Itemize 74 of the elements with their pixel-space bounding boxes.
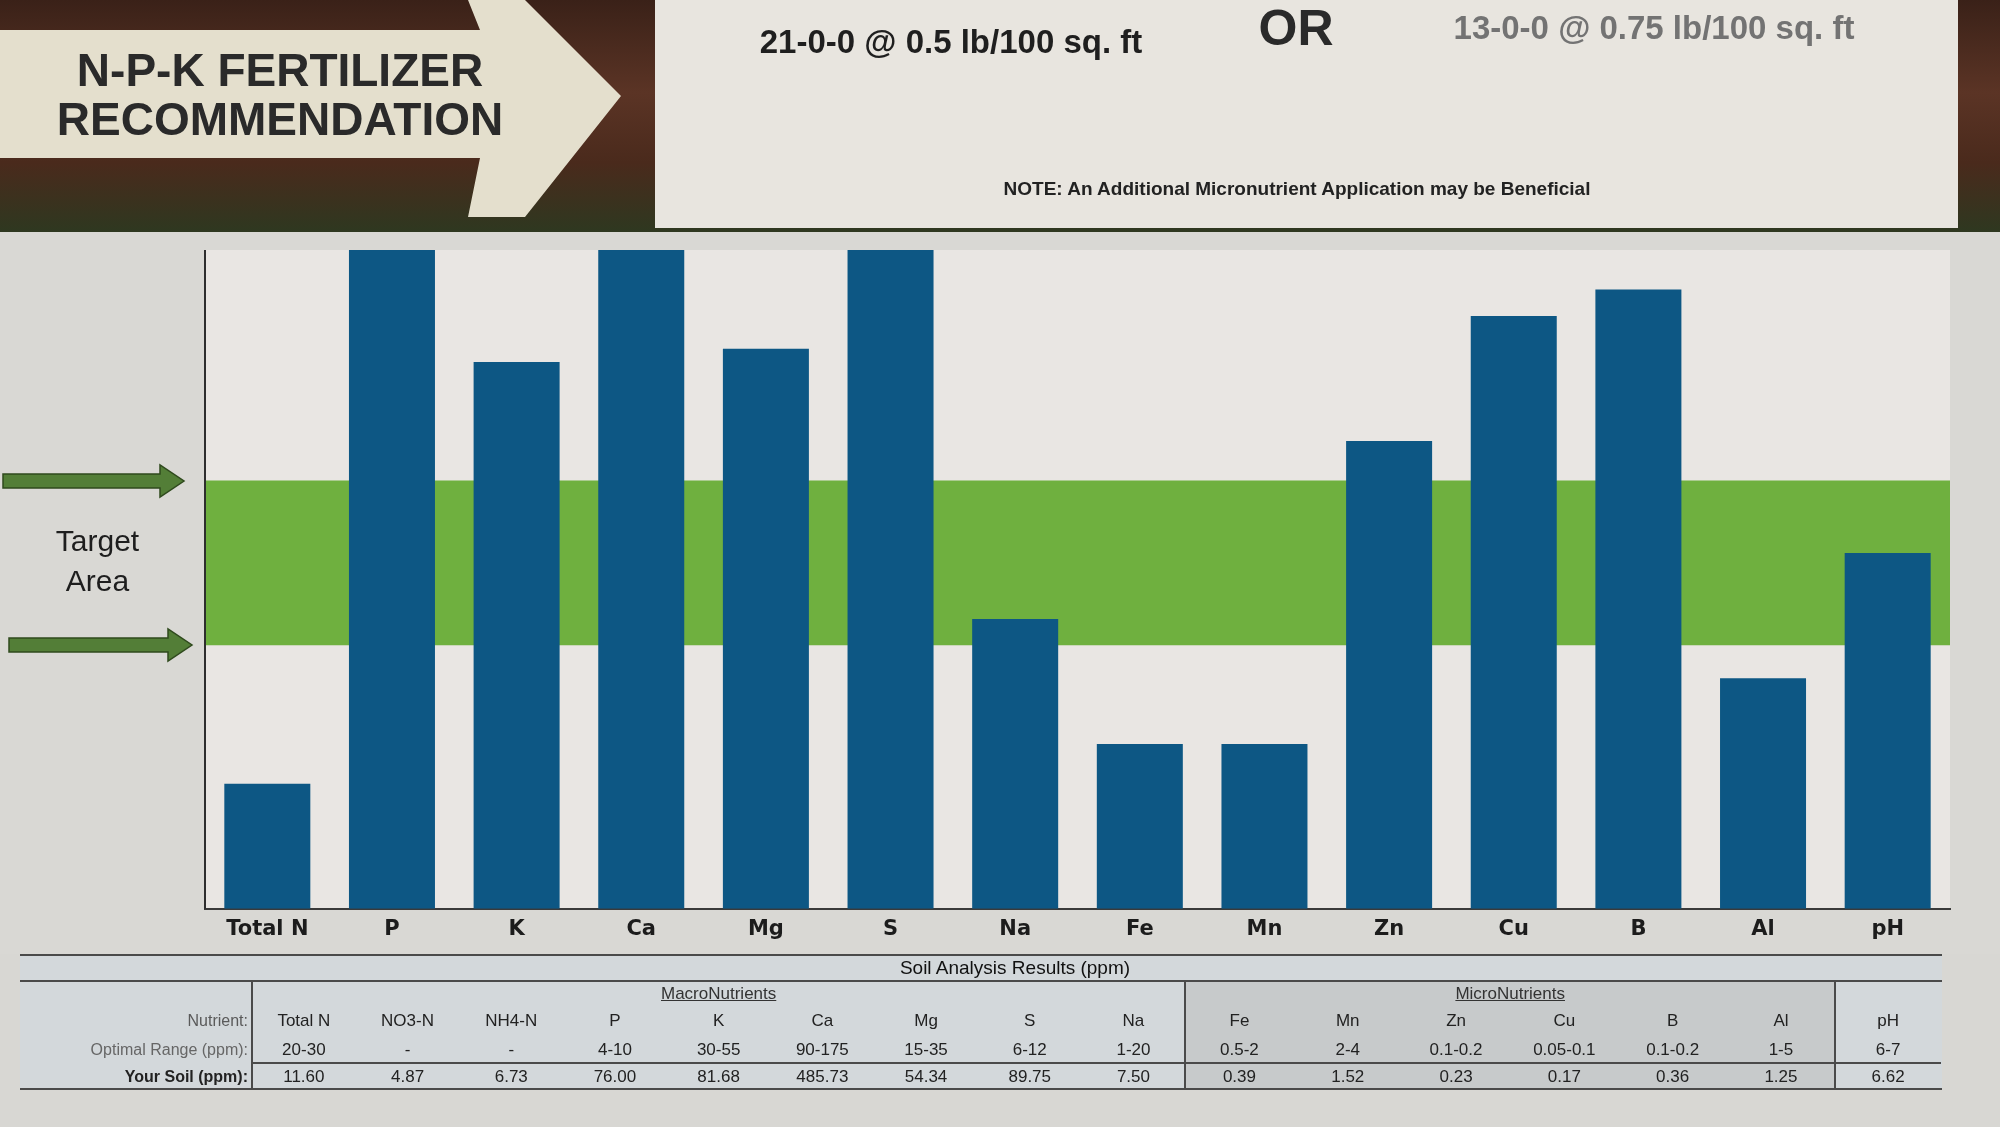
category-label: B [1666, 1011, 1679, 1031]
data-label: 76.00 [593, 1067, 637, 1087]
x-tick-label: Mn [1246, 915, 1283, 940]
category-label: Mn [1335, 1011, 1360, 1031]
text: Soil Analysis Results (ppm) [899, 957, 1131, 979]
data-label: 6.62 [1871, 1067, 1905, 1087]
category-label: pH [1877, 1011, 1899, 1031]
x-tick-label: Mg [747, 915, 784, 940]
data-label: 485.73 [796, 1067, 849, 1087]
band-label: Target Area [55, 524, 140, 598]
text: MacroNutrients [661, 984, 777, 1004]
data-label: 0.5-2 [1220, 1040, 1259, 1060]
category-label: Na [1122, 1011, 1145, 1031]
data-label: - [404, 1040, 411, 1060]
x-tick-label: Total N [226, 915, 309, 940]
x-tick-label: P [384, 915, 400, 940]
text: MicroNutrients [1455, 984, 1565, 1004]
category-label: Fe [1229, 1011, 1250, 1031]
category-label: Zn [1446, 1011, 1466, 1031]
data-label: 1-5 [1768, 1040, 1794, 1060]
data-label: 15-35 [904, 1040, 948, 1060]
data-label: - [508, 1040, 515, 1060]
data-label: 0.1-0.2 [1429, 1040, 1483, 1060]
category-label: Cu [1553, 1011, 1576, 1031]
x-tick-label: B [1630, 915, 1647, 940]
data-label: 0.39 [1222, 1067, 1256, 1087]
category-label: NO3-N [381, 1011, 434, 1031]
x-tick-label: Cu [1498, 915, 1529, 940]
category-label: Mg [914, 1011, 938, 1031]
text: 21-0-0 @ 0.5 lb/100 sq. ft [759, 23, 1143, 61]
data-label: 7.50 [1116, 1067, 1150, 1087]
data-label: 6-12 [1012, 1040, 1047, 1060]
data-label: 89.75 [1008, 1067, 1052, 1087]
data-label: 20-30 [282, 1040, 326, 1060]
data-label: 1-20 [1116, 1040, 1151, 1060]
data-label: 11.60 [283, 1067, 325, 1087]
data-label: 54.34 [904, 1067, 948, 1087]
text: Nutrient: [187, 1012, 248, 1030]
x-tick-label: Fe [1125, 915, 1154, 940]
x-tick-label: pH [1871, 915, 1904, 940]
x-tick-label: Ca [626, 915, 657, 940]
category-label: S [1024, 1011, 1036, 1031]
data-label: 6.73 [494, 1067, 528, 1087]
x-tick-label: S [882, 915, 899, 940]
chart-title: N-P-K FERTILIZER RECOMMENDATION [55, 44, 505, 145]
category-label: Total N [277, 1011, 331, 1031]
data-label: 0.23 [1439, 1067, 1473, 1087]
data-label: 0.36 [1656, 1067, 1690, 1087]
text: OR [1258, 0, 1334, 57]
data-label: 4.87 [391, 1067, 425, 1087]
data-label: 6-7 [1875, 1040, 1901, 1060]
data-label: 4-10 [597, 1040, 632, 1060]
data-label: 2-4 [1335, 1040, 1361, 1060]
text: NOTE: An Additional Micronutrient Application may be Beneficial [1003, 178, 1591, 200]
x-tick-label: Zn [1374, 915, 1405, 940]
data-label: 30-55 [696, 1040, 741, 1060]
x-tick-label: Al [1751, 915, 1775, 940]
data-label: 1.52 [1331, 1067, 1365, 1087]
data-label: 81.68 [697, 1067, 740, 1087]
legend-label: Your Soil (ppm): [124, 1068, 248, 1086]
data-label: 0.05-0.1 [1533, 1040, 1596, 1060]
data-label: 90-175 [795, 1040, 849, 1060]
category-label: Al [1773, 1011, 1789, 1031]
category-label: NH4-N [485, 1011, 538, 1031]
category-label: P [609, 1011, 621, 1031]
text: Optimal Range (ppm): [90, 1041, 248, 1059]
text: 13-0-0 @ 0.75 lb/100 sq. ft [1453, 9, 1855, 47]
data-label: 1.25 [1764, 1067, 1798, 1087]
category-label: Ca [811, 1011, 834, 1031]
data-label: 0.17 [1547, 1067, 1581, 1087]
x-tick-label: K [508, 915, 526, 940]
x-tick-label: Na [999, 915, 1032, 940]
data-label: 0.1-0.2 [1646, 1040, 1700, 1060]
category-label: K [712, 1011, 725, 1031]
